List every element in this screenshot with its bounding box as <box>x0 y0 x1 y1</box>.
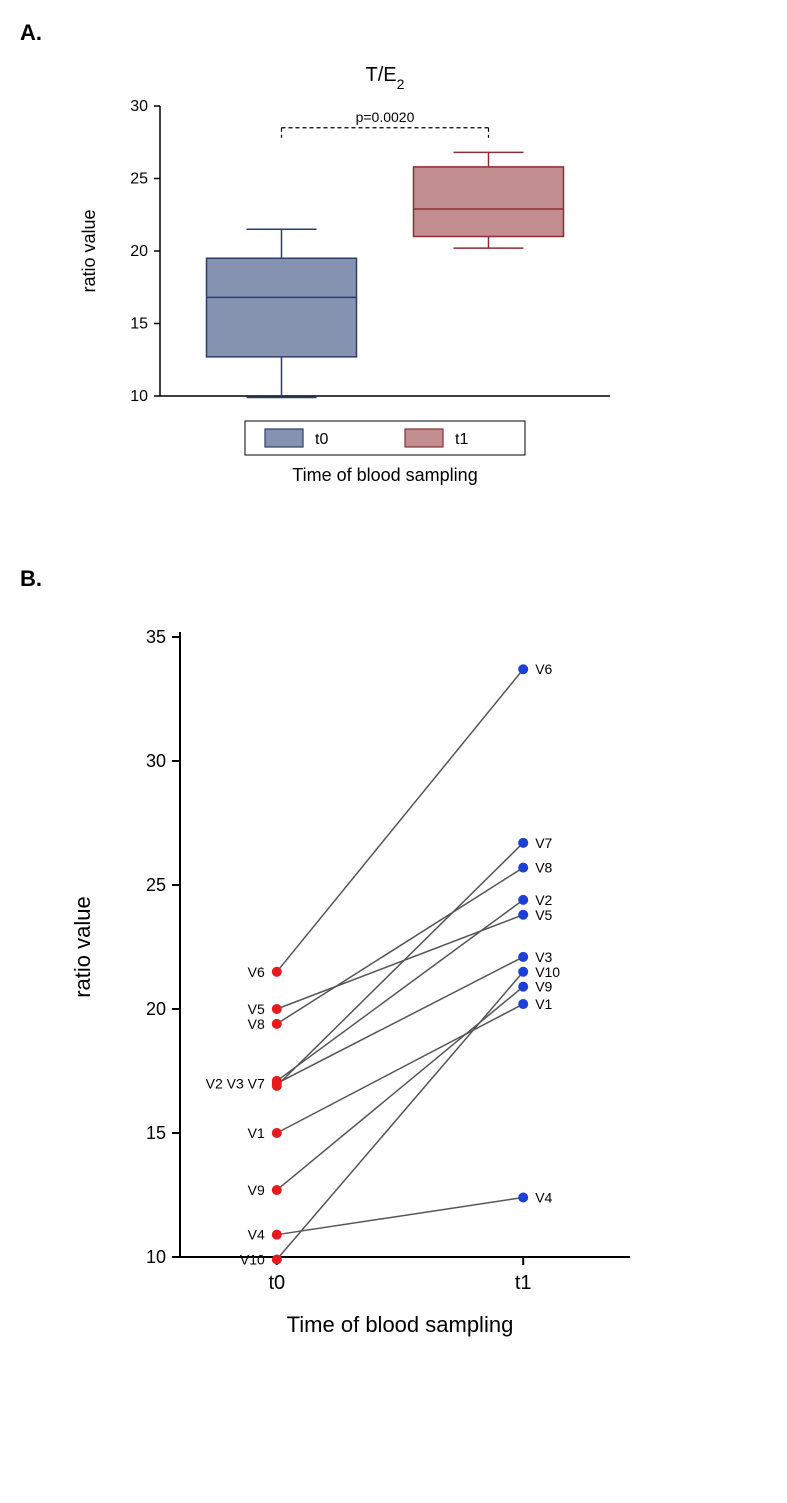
svg-text:V6: V6 <box>248 964 265 980</box>
svg-text:p=0.0020: p=0.0020 <box>356 109 415 125</box>
svg-text:30: 30 <box>130 98 148 115</box>
svg-text:Time of blood sampling: Time of blood sampling <box>287 1312 514 1337</box>
svg-text:V8: V8 <box>535 860 552 876</box>
svg-text:ratio value: ratio value <box>70 896 95 998</box>
svg-text:V4: V4 <box>248 1227 265 1243</box>
svg-text:10: 10 <box>146 1247 166 1267</box>
svg-text:V2: V2 <box>535 892 552 908</box>
svg-text:V4: V4 <box>535 1189 552 1205</box>
svg-text:V1: V1 <box>248 1125 265 1141</box>
svg-text:30: 30 <box>146 751 166 771</box>
svg-text:V9: V9 <box>248 1182 265 1198</box>
svg-text:20: 20 <box>130 243 148 260</box>
svg-text:Time of blood sampling: Time of blood sampling <box>292 465 477 485</box>
svg-text:15: 15 <box>130 316 148 333</box>
svg-text:V8: V8 <box>248 1016 265 1032</box>
boxplot-svg: T/E2 10 15 20 25 30 ratio value p=0.0020 t0 t1 Tim… <box>20 51 640 521</box>
svg-text:V5: V5 <box>248 1001 265 1017</box>
svg-text:V1: V1 <box>535 996 552 1012</box>
svg-text:V10: V10 <box>535 964 560 980</box>
svg-text:V7: V7 <box>535 835 552 851</box>
svg-text:t0: t0 <box>268 1272 285 1294</box>
panel-b-label: B. <box>20 566 787 592</box>
svg-text:25: 25 <box>146 875 166 895</box>
svg-text:V2 V3 V7: V2 V3 V7 <box>206 1075 265 1091</box>
svg-text:V9: V9 <box>535 979 552 995</box>
svg-text:V3: V3 <box>535 949 552 965</box>
svg-text:V6: V6 <box>535 661 552 677</box>
svg-text:T/E2: T/E2 <box>366 64 405 92</box>
svg-text:t0: t0 <box>315 431 328 448</box>
svg-text:V5: V5 <box>535 907 552 923</box>
svg-text:10: 10 <box>130 388 148 405</box>
paired-lines-svg: 10 15 20 25 30 35 ratio value t0 t1Time of blood… <box>20 597 740 1377</box>
panel-b-chart: 10 15 20 25 30 35 ratio value t0 t1Time of blood… <box>20 597 787 1382</box>
svg-text:ratio value: ratio value <box>79 209 99 292</box>
svg-text:t1: t1 <box>455 431 468 448</box>
svg-text:20: 20 <box>146 999 166 1019</box>
svg-text:V10: V10 <box>240 1251 265 1267</box>
panel-a-label: A. <box>20 20 787 46</box>
svg-text:25: 25 <box>130 171 148 188</box>
svg-text:t1: t1 <box>515 1272 532 1294</box>
svg-text:35: 35 <box>146 627 166 647</box>
svg-text:15: 15 <box>146 1123 166 1143</box>
panel-a-chart: T/E2 10 15 20 25 30 ratio value p=0.0020 t0 t1 Tim… <box>20 51 787 526</box>
